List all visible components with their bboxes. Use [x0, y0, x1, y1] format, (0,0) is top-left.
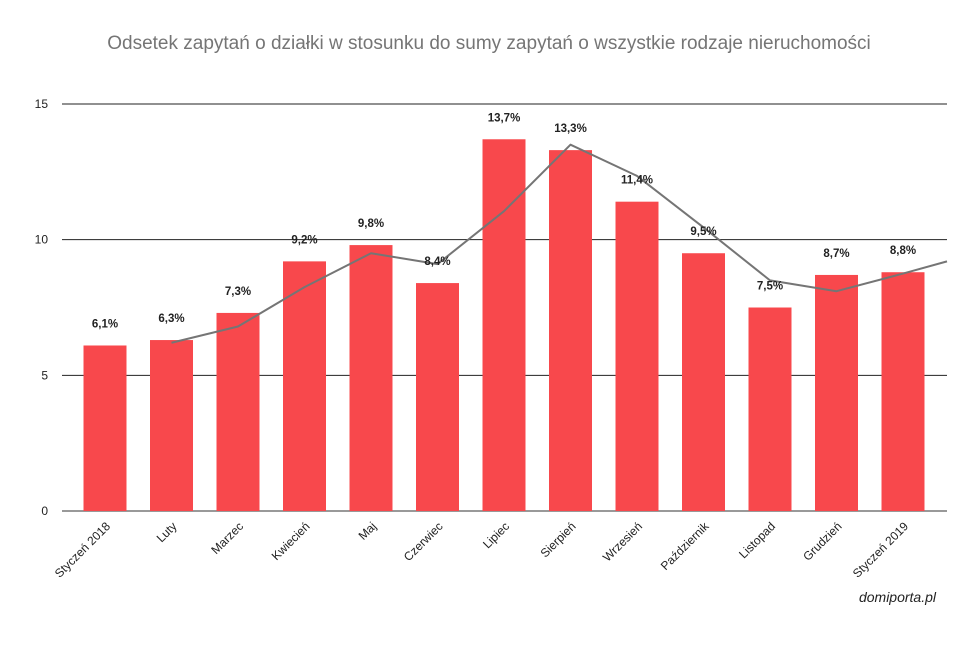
bar	[682, 253, 725, 511]
bar	[615, 201, 659, 511]
bar	[283, 261, 326, 511]
data-label: 13,3%	[554, 123, 587, 135]
x-tick-label: Styczeń 2019	[850, 519, 912, 581]
x-tick-label: Czerwiec	[401, 519, 446, 564]
x-tick-label: Październik	[658, 519, 712, 573]
data-label: 9,5%	[690, 226, 716, 238]
bar	[549, 150, 592, 512]
trendline	[171, 143, 948, 344]
data-label: 6,1%	[92, 318, 118, 330]
y-axis-ticks: 0 5 10 15	[35, 97, 49, 518]
x-axis-ticks: Styczeń 2018 Luty Marzec Kwiecień Maj Czerwie…	[52, 519, 912, 581]
chart-title: Odsetek zapytań o działki w stosunku do …	[107, 33, 871, 54]
x-tick-label: Sierpień	[538, 519, 579, 560]
data-label: 8,7%	[823, 248, 849, 260]
x-tick-label: Marzec	[208, 519, 246, 557]
source-label: domiporta.pl	[858, 589, 936, 605]
data-labels: 6,1% 6,3% 7,3% 9,2% 9,8% 8,4% 13,7% 13,3% 11,4% 9…	[92, 112, 916, 330]
x-tick-label: Listopad	[736, 519, 778, 561]
bars	[83, 139, 925, 512]
data-label: 9,8%	[358, 218, 384, 230]
x-tick-label: Wrzesień	[600, 519, 645, 564]
data-label: 11,4%	[621, 175, 653, 187]
bar	[349, 245, 393, 512]
data-label: 13,7%	[488, 112, 521, 124]
bar	[416, 283, 459, 511]
x-tick-label: Lipiec	[480, 519, 512, 551]
data-label: 9,2%	[291, 234, 317, 246]
bar	[748, 307, 792, 511]
x-tick-label: Grudzień	[800, 519, 844, 563]
x-tick-label: Kwiecień	[269, 519, 313, 563]
y-tick-label: 0	[41, 504, 48, 518]
data-label: 7,5%	[757, 281, 783, 293]
y-tick-label: 15	[35, 97, 49, 111]
data-label: 8,4%	[424, 256, 450, 268]
bar	[216, 312, 260, 511]
bar	[83, 345, 127, 511]
bar	[815, 274, 858, 511]
bar	[150, 340, 193, 511]
x-tick-label: Maj	[356, 519, 380, 543]
data-label: 7,3%	[225, 286, 251, 298]
x-tick-label: Styczeń 2018	[52, 519, 114, 581]
trendline-path	[171, 143, 948, 344]
y-tick-label: 10	[35, 233, 49, 247]
y-tick-label: 5	[41, 368, 48, 382]
x-tick-label: Luty	[154, 519, 180, 545]
data-label: 8,8%	[890, 245, 916, 257]
data-label: 6,3%	[158, 313, 184, 325]
bar	[482, 139, 526, 512]
bar	[881, 272, 925, 511]
